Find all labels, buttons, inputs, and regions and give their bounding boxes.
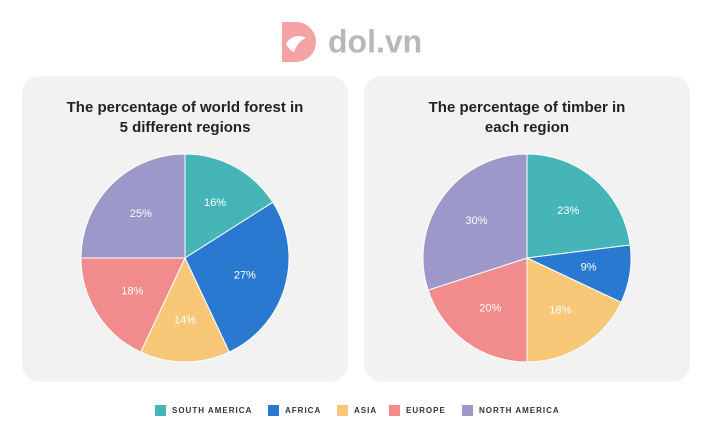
legend-swatch [155, 405, 166, 416]
pie-slice [184, 201, 290, 353]
pie-slice [422, 153, 528, 291]
pie-slice [140, 256, 230, 363]
legend-swatch [337, 405, 348, 416]
chart-title: The percentage of world forest in [67, 99, 304, 116]
pie-slice [80, 257, 186, 353]
data-label: 16% [204, 197, 226, 209]
chart-title: 5 different regions [120, 119, 251, 136]
logo-icon [282, 22, 316, 62]
legend-label: ASIA [354, 406, 377, 415]
pie-slice [427, 257, 528, 363]
pie-slice [526, 257, 622, 363]
pie-slice [184, 153, 274, 259]
legend-label: AFRICA [285, 406, 321, 415]
legend-swatch [389, 405, 400, 416]
legend-label: SOUTH AMERICA [172, 406, 252, 415]
data-label: 30% [466, 215, 488, 227]
data-label: 18% [549, 305, 571, 317]
data-label: 27% [234, 269, 256, 281]
data-label: 9% [581, 262, 597, 274]
data-label: 23% [557, 205, 579, 217]
chart-title: The percentage of timber in [429, 99, 626, 116]
data-label: 25% [130, 208, 152, 220]
legend-swatch [462, 405, 473, 416]
chart-title: each region [485, 119, 569, 136]
logo-text: dol.vn [328, 23, 422, 59]
legend-label: EUROPE [406, 406, 446, 415]
data-label: 18% [121, 285, 143, 297]
pie-slice [80, 153, 186, 259]
legend-label: NORTH AMERICA [479, 406, 560, 415]
data-label: 20% [479, 302, 501, 314]
data-label: 14% [174, 314, 196, 326]
pie-slice [526, 153, 631, 259]
legend-swatch [268, 405, 279, 416]
